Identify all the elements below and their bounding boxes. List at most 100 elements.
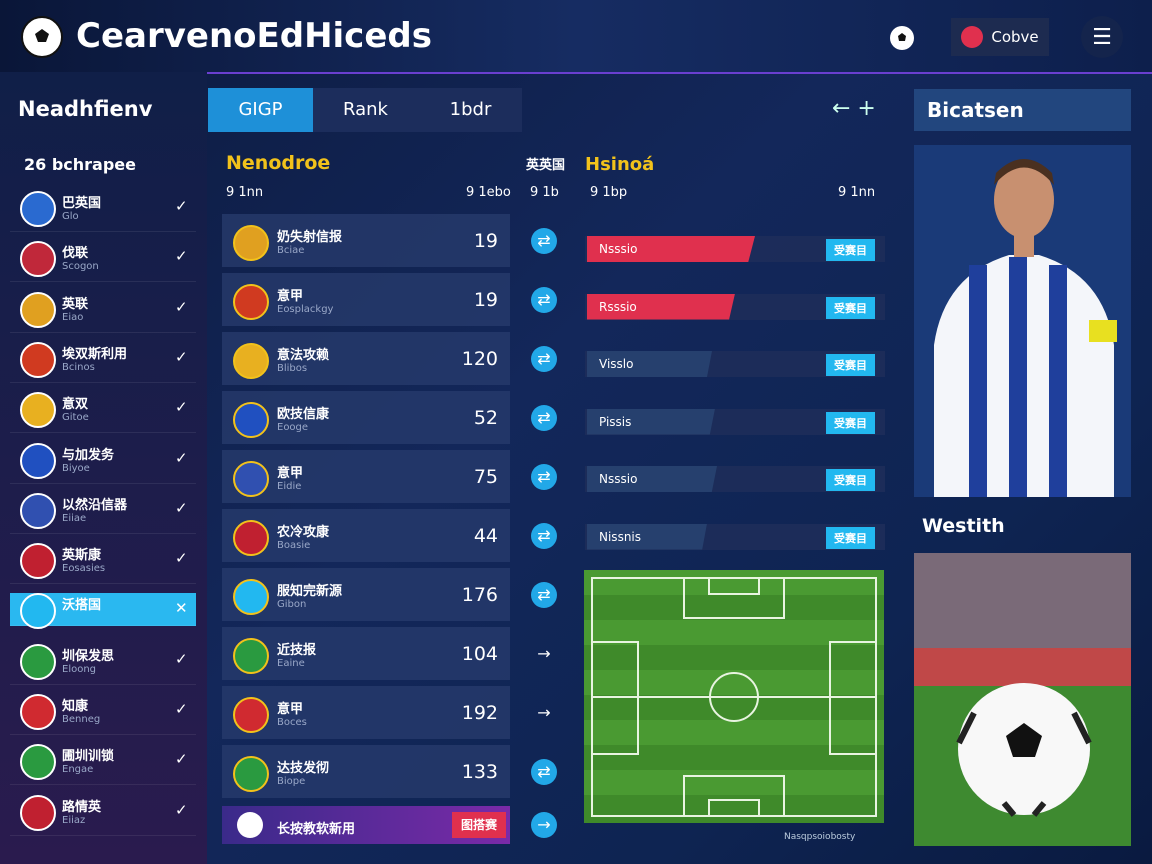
table-row[interactable]: [222, 273, 510, 326]
sidebar-item[interactable]: [10, 284, 196, 333]
row-action[interactable]: ⇄: [531, 228, 557, 254]
tab[interactable]: GIGP: [208, 88, 313, 132]
item-name: 意双: [62, 397, 89, 413]
bar-tag[interactable]: 受赛目: [826, 296, 875, 319]
stadium-image: [914, 553, 1131, 846]
check-icon[interactable]: ✓: [175, 498, 188, 517]
row-action[interactable]: ⇄: [531, 523, 557, 549]
row-action[interactable]: ⇄: [531, 346, 557, 372]
team-crest: [20, 492, 56, 529]
column-header: 9 1ebo: [466, 185, 511, 200]
check-icon[interactable]: ✓: [175, 549, 188, 568]
bar-tag[interactable]: 受赛目: [826, 239, 875, 261]
team-crest: [20, 543, 56, 580]
sidebar-item[interactable]: [10, 384, 196, 434]
row-sub: Eooge: [277, 422, 309, 433]
logo: [21, 16, 63, 58]
row-action[interactable]: →: [537, 703, 551, 722]
check-icon[interactable]: ✓: [175, 649, 188, 668]
row-value: 176: [461, 584, 498, 606]
item-name: 埃双斯利用: [62, 346, 128, 362]
team-crest: [233, 579, 269, 615]
check-icon[interactable]: ✓: [175, 197, 188, 215]
check-icon[interactable]: ✓: [175, 700, 188, 718]
check-icon[interactable]: ✓: [175, 347, 188, 366]
ball-icon[interactable]: [888, 24, 916, 52]
check-icon[interactable]: ✓: [175, 398, 188, 417]
row-action[interactable]: ⇄: [531, 464, 557, 490]
item-name: 圃圳训锁: [62, 749, 115, 765]
sidebar-item[interactable]: [10, 435, 196, 484]
row-value: 75: [473, 466, 498, 488]
nav-icons[interactable]: ← +: [832, 96, 876, 121]
item-name: 英联: [62, 296, 89, 312]
check-icon[interactable]: ✓: [175, 448, 188, 467]
button-label: Cobve: [991, 28, 1039, 46]
table-row[interactable]: [222, 686, 510, 739]
sidebar-item[interactable]: [10, 535, 196, 585]
row-name: 意甲: [277, 289, 304, 304]
sidebar-item[interactable]: [10, 636, 196, 685]
item-sub: Benneg: [62, 714, 101, 725]
check-icon[interactable]: ✓: [175, 297, 188, 316]
row-name: 意甲: [277, 466, 304, 481]
item-sub: Gitoe: [62, 412, 89, 424]
sidebar-item[interactable]: [10, 686, 196, 735]
row-action[interactable]: ⇄: [531, 287, 557, 313]
tab[interactable]: Rank: [343, 99, 388, 120]
item-sub: Eiiae: [62, 512, 87, 524]
row-sub: Blibos: [277, 363, 308, 374]
check-icon[interactable]: ✕: [175, 599, 188, 618]
progress-fill: [587, 236, 755, 262]
table-row[interactable]: [222, 332, 510, 385]
sidebar-title: Neadhfienv: [18, 97, 153, 121]
row-action[interactable]: ⇄: [531, 759, 557, 785]
bar-tag[interactable]: 受赛目: [826, 411, 875, 434]
sidebar-item[interactable]: [10, 787, 196, 836]
table-row[interactable]: [222, 509, 510, 562]
bar-tag[interactable]: 受赛目: [826, 469, 875, 491]
table-row[interactable]: [222, 450, 510, 503]
table-row[interactable]: [222, 745, 510, 798]
team-crest: [20, 392, 56, 429]
row-action[interactable]: ⇄: [531, 582, 557, 608]
table-row[interactable]: [222, 391, 510, 444]
column-header: Hsinoá: [585, 154, 655, 175]
row-name: 意甲: [277, 702, 304, 717]
check-icon[interactable]: ✓: [175, 800, 188, 819]
bar-tag[interactable]: 受赛目: [826, 354, 875, 376]
profile-button[interactable]: Cobve: [951, 18, 1049, 56]
row-action[interactable]: →: [537, 644, 551, 663]
row-name: 近技报: [277, 643, 317, 658]
sidebar-item[interactable]: [10, 233, 196, 283]
item-sub: Scogon: [62, 261, 99, 273]
team-crest: [20, 593, 56, 630]
bar-label: Visslo: [599, 357, 634, 371]
team-crest: [20, 191, 56, 227]
sidebar-item[interactable]: [10, 183, 196, 232]
bar-tag[interactable]: 受赛目: [826, 526, 875, 549]
sidebar-item[interactable]: [10, 485, 196, 534]
team-crest: [233, 461, 269, 497]
column-header: 9 1nn: [226, 185, 264, 200]
table-row[interactable]: [222, 214, 510, 267]
row-action[interactable]: →: [531, 812, 557, 838]
player-image: [914, 145, 1131, 497]
row-name: 奶失射信报: [277, 230, 343, 245]
row-action[interactable]: ⇄: [531, 405, 557, 431]
check-icon[interactable]: ✓: [175, 750, 188, 769]
check-icon[interactable]: ✓: [175, 247, 188, 266]
team-crest: [20, 643, 56, 680]
row-sub: Boces: [277, 717, 307, 728]
row-name: 欧技信康: [277, 407, 330, 422]
tab[interactable]: 1bdr: [449, 99, 492, 120]
team-crest: [233, 520, 269, 556]
row-sub: Gibon: [277, 599, 307, 610]
sidebar-item[interactable]: [10, 334, 196, 383]
table-row[interactable]: [222, 627, 510, 680]
table-row[interactable]: [222, 568, 510, 621]
app-title: CearvenoEdHiceds: [76, 16, 432, 56]
row-sub: Eaine: [277, 658, 305, 669]
menu-button[interactable]: ☰: [1081, 16, 1123, 58]
sidebar-item[interactable]: [10, 736, 196, 786]
